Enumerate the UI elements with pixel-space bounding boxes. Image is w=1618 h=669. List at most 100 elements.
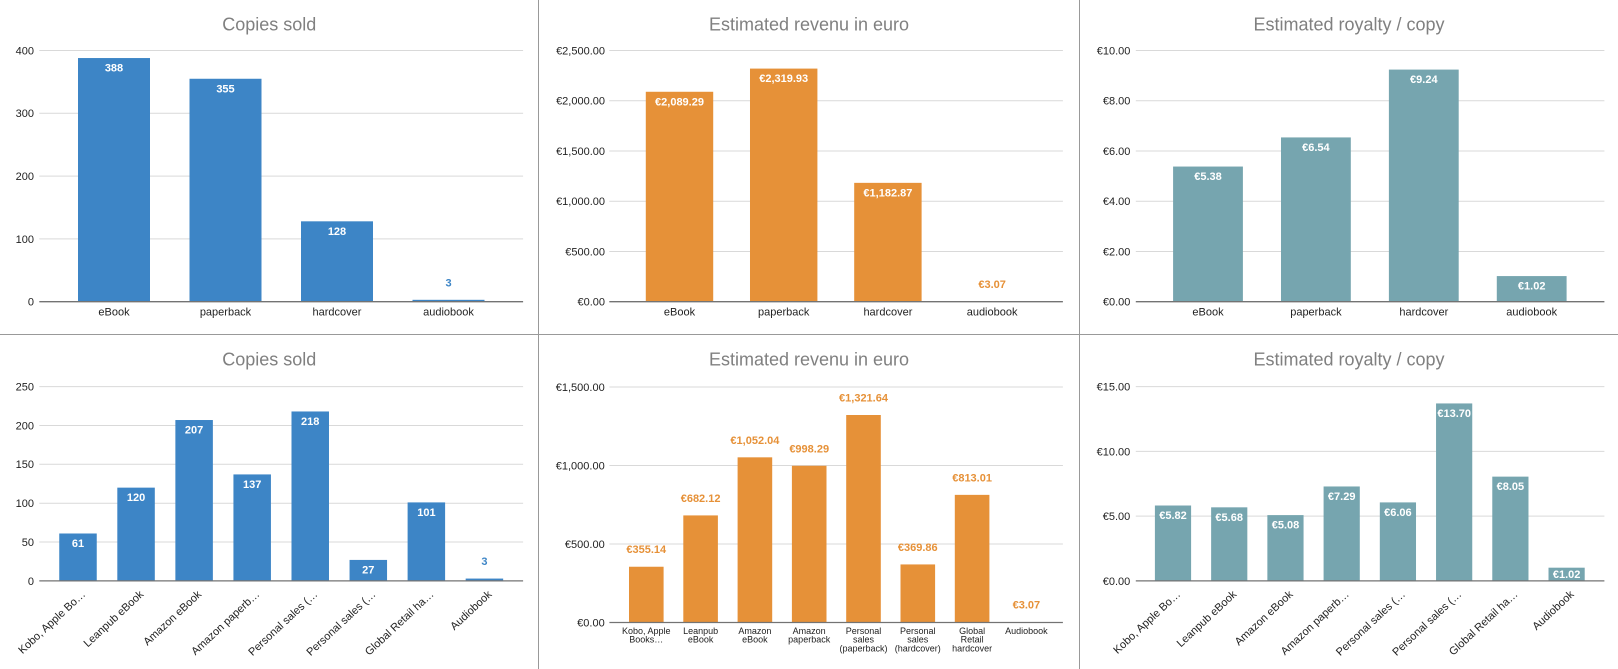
svg-text:€355.14: €355.14 <box>626 544 667 556</box>
svg-text:Leanpub: Leanpub <box>683 626 718 636</box>
svg-text:eBook: eBook <box>98 306 130 318</box>
svg-text:hardcover: hardcover <box>313 306 362 318</box>
svg-text:€5.38: €5.38 <box>1194 171 1222 183</box>
svg-text:€0.00: €0.00 <box>1103 576 1131 588</box>
svg-text:27: 27 <box>362 564 374 576</box>
svg-text:audiobook: audiobook <box>1506 306 1557 318</box>
svg-text:€1,500.00: €1,500.00 <box>556 146 605 158</box>
svg-text:355: 355 <box>216 83 234 95</box>
svg-text:€1,000.00: €1,000.00 <box>556 196 605 208</box>
svg-text:207: 207 <box>185 425 203 437</box>
svg-text:eBook: eBook <box>1192 306 1224 318</box>
svg-text:Estimated revenu in euro: Estimated revenu in euro <box>709 15 909 35</box>
svg-text:€5.82: €5.82 <box>1159 510 1187 522</box>
svg-text:137: 137 <box>243 479 261 491</box>
svg-text:100: 100 <box>16 498 34 510</box>
svg-text:audiobook: audiobook <box>967 306 1018 318</box>
svg-text:€4.00: €4.00 <box>1103 196 1131 208</box>
svg-text:Estimated royalty / copy: Estimated royalty / copy <box>1253 15 1444 35</box>
svg-text:€15.00: €15.00 <box>1097 382 1131 394</box>
svg-text:sales: sales <box>853 635 875 645</box>
svg-text:128: 128 <box>328 226 346 238</box>
svg-text:Amazon: Amazon <box>738 626 771 636</box>
svg-text:Amazon: Amazon <box>793 626 826 636</box>
svg-text:300: 300 <box>16 108 34 120</box>
svg-text:0: 0 <box>28 576 34 588</box>
svg-text:Global: Global <box>959 626 985 636</box>
svg-text:sales: sales <box>907 635 929 645</box>
svg-text:€2,500.00: €2,500.00 <box>556 45 605 57</box>
svg-text:€1,500.00: €1,500.00 <box>556 382 605 394</box>
svg-text:Estimated royalty / copy: Estimated royalty / copy <box>1253 350 1444 370</box>
svg-text:200: 200 <box>16 171 34 183</box>
svg-text:hardcover: hardcover <box>952 644 992 654</box>
svg-text:€1,052.04: €1,052.04 <box>730 435 780 447</box>
svg-text:120: 120 <box>127 492 145 504</box>
svg-text:€9.24: €9.24 <box>1410 74 1438 86</box>
svg-text:Copies sold: Copies sold <box>222 350 316 370</box>
svg-text:€369.86: €369.86 <box>898 542 938 554</box>
svg-text:paperback: paperback <box>788 635 831 645</box>
svg-text:€1,000.00: €1,000.00 <box>556 460 605 472</box>
svg-text:€10.00: €10.00 <box>1097 446 1131 458</box>
svg-text:paperback: paperback <box>1290 306 1342 318</box>
svg-text:50: 50 <box>22 537 34 549</box>
svg-text:€10.00: €10.00 <box>1097 45 1131 57</box>
svg-text:Estimated revenu in euro: Estimated revenu in euro <box>709 350 909 370</box>
svg-text:eBook: eBook <box>688 635 714 645</box>
svg-text:€2,000.00: €2,000.00 <box>556 96 605 108</box>
svg-text:200: 200 <box>16 420 34 432</box>
svg-text:€8.05: €8.05 <box>1497 481 1525 493</box>
svg-text:€6.54: €6.54 <box>1302 142 1330 154</box>
svg-text:€2,319.93: €2,319.93 <box>759 73 808 85</box>
svg-text:Retail: Retail <box>961 635 984 645</box>
svg-text:€998.29: €998.29 <box>789 443 829 455</box>
svg-text:€1,321.64: €1,321.64 <box>839 393 889 405</box>
svg-text:(hardcover): (hardcover) <box>895 644 941 654</box>
svg-text:hardcover: hardcover <box>1399 306 1448 318</box>
svg-text:101: 101 <box>417 507 435 519</box>
svg-text:hardcover: hardcover <box>863 306 912 318</box>
svg-text:€5.00: €5.00 <box>1103 511 1131 523</box>
svg-text:€0.00: €0.00 <box>1103 297 1131 309</box>
svg-text:250: 250 <box>16 382 34 394</box>
svg-text:388: 388 <box>105 63 123 75</box>
svg-text:Personal: Personal <box>900 626 936 636</box>
svg-text:eBook: eBook <box>742 635 768 645</box>
svg-text:€0.00: €0.00 <box>577 617 605 629</box>
svg-text:Copies sold: Copies sold <box>222 15 316 35</box>
svg-text:paperback: paperback <box>200 306 252 318</box>
svg-text:€682.12: €682.12 <box>681 493 721 505</box>
svg-text:Kobo, Apple: Kobo, Apple <box>622 626 671 636</box>
svg-text:€1.02: €1.02 <box>1553 569 1581 581</box>
svg-text:€2,089.29: €2,089.29 <box>655 96 704 108</box>
svg-text:€500.00: €500.00 <box>565 246 605 258</box>
svg-text:€13.70: €13.70 <box>1437 408 1471 420</box>
svg-text:€8.00: €8.00 <box>1103 96 1131 108</box>
svg-text:€1,182.87: €1,182.87 <box>863 187 912 199</box>
svg-text:€6.06: €6.06 <box>1384 507 1412 519</box>
svg-text:€5.68: €5.68 <box>1215 512 1243 524</box>
svg-text:€1.02: €1.02 <box>1518 281 1546 293</box>
svg-text:Books…: Books… <box>629 635 663 645</box>
svg-text:218: 218 <box>301 416 319 428</box>
svg-text:61: 61 <box>72 538 84 550</box>
svg-text:€5.08: €5.08 <box>1272 520 1300 532</box>
svg-text:Audiobook: Audiobook <box>1005 626 1048 636</box>
svg-text:€500.00: €500.00 <box>565 539 605 551</box>
svg-text:€0.00: €0.00 <box>577 297 605 309</box>
svg-text:€2.00: €2.00 <box>1103 246 1131 258</box>
svg-text:(paperback): (paperback) <box>839 644 887 654</box>
svg-text:€3.07: €3.07 <box>1013 600 1041 612</box>
svg-text:100: 100 <box>16 234 34 246</box>
svg-text:€6.00: €6.00 <box>1103 146 1131 158</box>
svg-text:150: 150 <box>16 459 34 471</box>
svg-text:3: 3 <box>481 556 487 568</box>
svg-text:€813.01: €813.01 <box>952 472 992 484</box>
svg-text:400: 400 <box>16 45 34 57</box>
svg-text:paperback: paperback <box>758 306 810 318</box>
svg-text:eBook: eBook <box>664 306 696 318</box>
svg-text:3: 3 <box>445 277 451 289</box>
svg-text:0: 0 <box>28 297 34 309</box>
svg-text:Personal: Personal <box>846 626 882 636</box>
